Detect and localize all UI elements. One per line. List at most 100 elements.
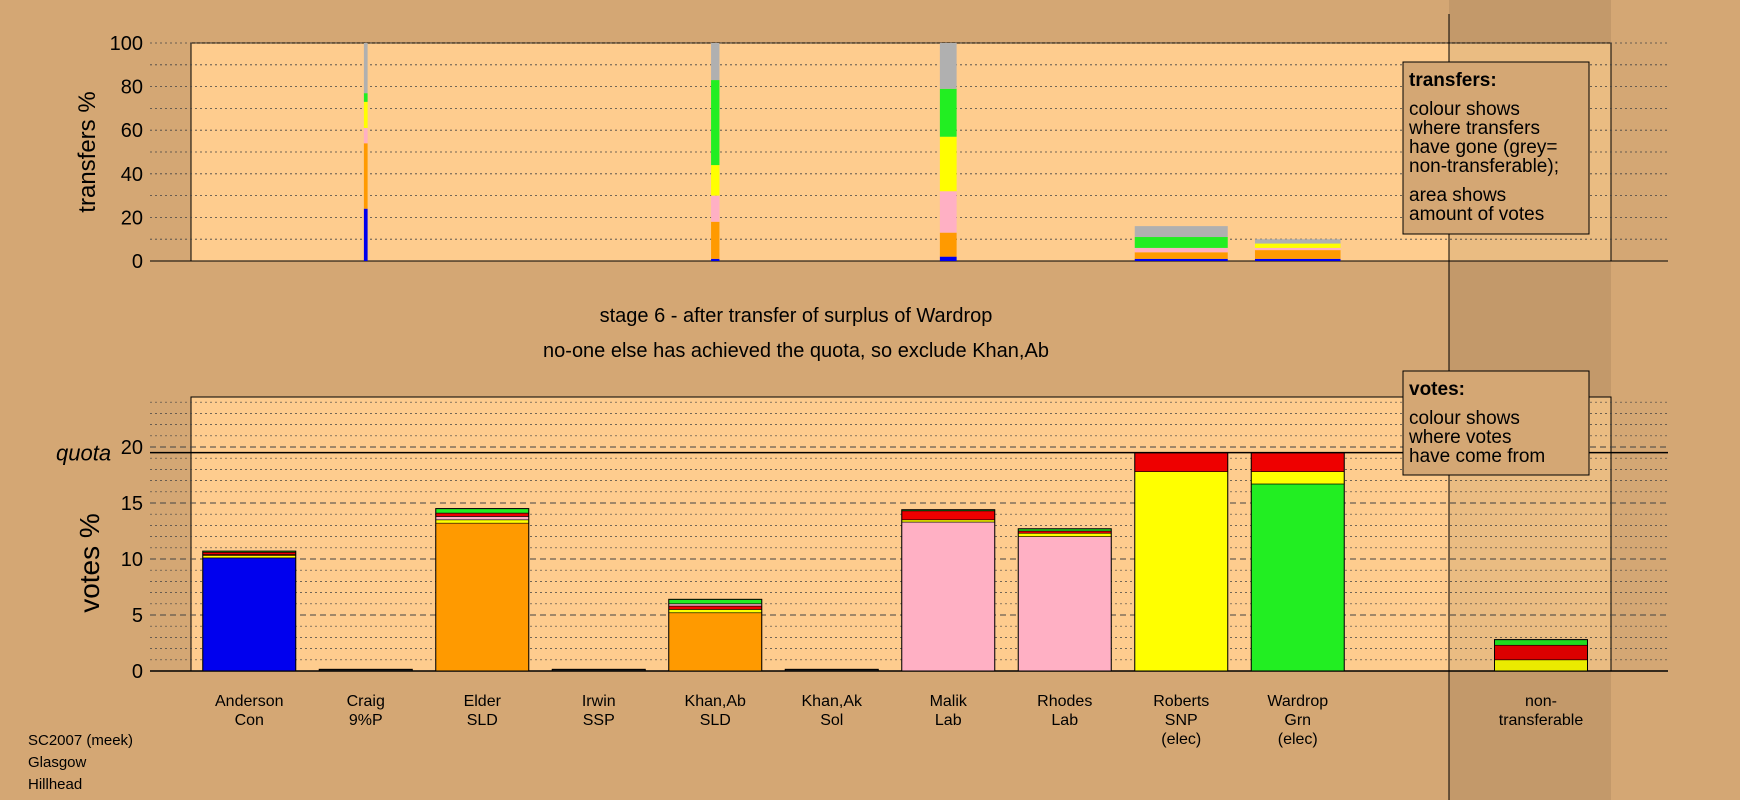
vote-segment-outline xyxy=(202,550,297,672)
transfers-y-tick-label: 40 xyxy=(121,164,143,186)
transfer-segment xyxy=(363,93,368,102)
candidate-label: Anderson xyxy=(215,693,284,710)
vote-segment xyxy=(1250,452,1345,472)
transfer-segment xyxy=(1134,258,1228,261)
transfers-legend-line: non-transferable); xyxy=(1409,156,1559,177)
transfers-y-tick-label: 100 xyxy=(110,33,143,55)
transfer-segment xyxy=(1254,258,1341,261)
vote-segment xyxy=(1250,471,1345,485)
votes-panel: 0 5 10 15 20 Anderson Con Craig 9%P Elder SLD Irwi… xyxy=(56,396,1668,748)
transfer-segment xyxy=(363,143,368,209)
stage-title: stage 6 - after transfer of surplus of W… xyxy=(600,305,993,327)
candidate-label: Khan,Ab xyxy=(685,693,746,710)
transfer-segment xyxy=(1254,250,1341,259)
vote-segment xyxy=(1017,536,1112,672)
transfers-legend: transfers: colour shows where transfers … xyxy=(1402,61,1590,235)
transfer-segment xyxy=(1134,237,1228,248)
transfer-segment xyxy=(1134,252,1228,259)
candidate-label: SLD xyxy=(467,712,498,729)
candidate-label: Lab xyxy=(1051,712,1078,729)
vote-segment xyxy=(202,557,297,672)
candidate-label: Irwin xyxy=(582,693,616,710)
vote-segment xyxy=(435,522,530,672)
transfers-y-tick-label: 20 xyxy=(121,207,143,229)
transfer-segment xyxy=(939,256,957,261)
transfer-segment xyxy=(711,43,720,81)
candidate-label: Con xyxy=(235,712,264,729)
vote-segment-outline xyxy=(668,598,763,672)
vote-segment xyxy=(668,609,763,614)
candidate-label: SSP xyxy=(583,712,615,729)
votes-y-axis-label: votes % xyxy=(74,513,105,613)
candidate-label: Lab xyxy=(935,712,962,729)
candidate-label: Malik xyxy=(930,693,968,710)
transfers-y-tick-label: 80 xyxy=(121,77,143,99)
vote-segment xyxy=(1017,532,1112,537)
transfer-segment xyxy=(1134,226,1228,238)
candidate-label: 9%P xyxy=(349,712,383,729)
transfer-segment xyxy=(363,128,368,144)
vote-segment xyxy=(1017,530,1112,534)
vote-segment xyxy=(901,519,996,523)
votes-y-tick-label: 15 xyxy=(121,493,143,515)
transfers-legend-title: transfers: xyxy=(1409,70,1497,91)
candidate-label: Khan,Ak xyxy=(802,693,863,710)
transfer-segment xyxy=(939,191,957,233)
transfer-segment xyxy=(1134,247,1228,253)
candidate-label: SLD xyxy=(700,712,731,729)
candidate-label: (elec) xyxy=(1161,731,1201,748)
transfer-segment xyxy=(939,43,957,89)
vote-segment-outline xyxy=(901,509,996,672)
vote-segment xyxy=(435,519,530,524)
transfers-legend-box xyxy=(1402,61,1590,235)
vote-segment xyxy=(668,605,763,610)
candidate-label: Roberts xyxy=(1153,693,1209,710)
transfer-segment xyxy=(939,232,957,257)
candidate-label: Grn xyxy=(1284,712,1311,729)
transfers-legend-line: colour shows xyxy=(1409,99,1520,120)
vote-segment xyxy=(668,599,763,605)
quota-label: quota xyxy=(56,441,111,466)
transfers-y-axis-label: transfers % xyxy=(74,91,101,212)
nontransferable-label: transferable xyxy=(1499,712,1584,729)
transfer-segment xyxy=(711,258,720,261)
votes-legend-title: votes: xyxy=(1409,379,1465,400)
vote-segment xyxy=(1134,471,1229,672)
transfer-segment xyxy=(711,80,720,166)
vote-segment xyxy=(668,603,763,607)
transfers-legend-line: area shows xyxy=(1409,185,1506,206)
vote-segment xyxy=(901,510,996,521)
vote-segment-outline xyxy=(318,668,413,672)
vote-segment xyxy=(202,555,297,559)
transfers-legend-line: have gone (grey= xyxy=(1409,137,1557,158)
transfer-segment xyxy=(711,165,720,196)
transfers-y-tick-label: 0 xyxy=(132,251,143,273)
transfer-segment xyxy=(939,136,957,192)
candidate-label: SNP xyxy=(1165,712,1198,729)
vote-segment xyxy=(435,512,530,517)
vote-segment-outline xyxy=(784,668,879,672)
transfer-segment xyxy=(363,208,368,261)
votes-y-tick-label: 20 xyxy=(121,437,143,459)
nontransferable-label: non- xyxy=(1525,693,1557,710)
vote-segment-outline xyxy=(1017,528,1112,672)
candidate-label: Elder xyxy=(464,693,502,710)
transfer-segment xyxy=(363,101,368,129)
candidate-label: Sol xyxy=(820,712,843,729)
vote-segment xyxy=(202,551,297,555)
transfer-segment xyxy=(363,43,368,94)
votes-bars xyxy=(202,452,1588,672)
votes-legend-box xyxy=(1402,370,1590,476)
nontransferable-segment-outline xyxy=(1494,639,1588,672)
stage-subtitle: no-one else has achieved the quota, so e… xyxy=(543,340,1049,362)
votes-category-labels: Anderson Con Craig 9%P Elder SLD Irwin SSP Khan,… xyxy=(215,693,1583,748)
footer-line: Glasgow xyxy=(28,754,87,771)
vote-segment xyxy=(668,612,763,672)
transfer-segment xyxy=(939,88,957,137)
vote-segment xyxy=(1134,452,1229,472)
vote-segment xyxy=(901,521,996,672)
transfers-legend-line: amount of votes xyxy=(1409,204,1544,225)
votes-plot-area xyxy=(190,396,1612,672)
votes-y-tick-label: 5 xyxy=(132,605,143,627)
